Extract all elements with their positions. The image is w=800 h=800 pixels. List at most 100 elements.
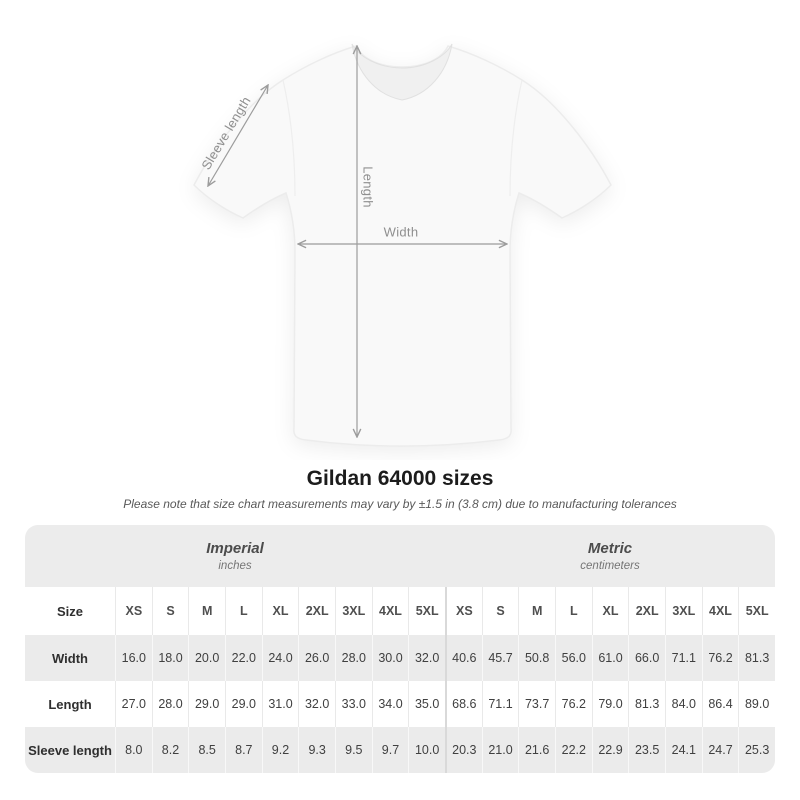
value-cell: 40.6 (445, 635, 482, 681)
size-header-cell: XS (445, 587, 482, 635)
size-table-grid: Size XS S M L XL 2XL 3XL 4XL 5XL XS S M L XL 2XL 3XL 4XL 5… (25, 587, 775, 773)
value-cell: 30.0 (371, 635, 409, 681)
value-cell: 76.2 (701, 635, 739, 681)
value-cell: 27.0 (115, 681, 152, 727)
value-cell: 10.0 (408, 727, 445, 773)
size-row-label: Size (56, 603, 83, 619)
value-cell: 20.3 (445, 727, 482, 773)
value-cell: 89.0 (738, 681, 775, 727)
tshirt-diagram: Sleeve length Length Width (193, 43, 612, 447)
row-label: Length (48, 696, 92, 712)
size-header-cell: 5XL (408, 587, 445, 635)
value-cell: 8.2 (151, 727, 189, 773)
size-header-cell: M (188, 587, 225, 635)
tshirt-collar (351, 43, 453, 101)
size-header-row: Size XS S M L XL 2XL 3XL 4XL 5XL XS S M L XL 2XL 3XL 4XL 5… (25, 587, 775, 635)
value-cell: 20.0 (188, 635, 225, 681)
value-cell: 26.0 (298, 635, 335, 681)
value-cell: 61.0 (591, 635, 629, 681)
value-cell: 18.0 (151, 635, 189, 681)
value-cell: 22.9 (591, 727, 629, 773)
value-cell: 32.0 (408, 635, 445, 681)
value-cell: 21.0 (481, 727, 519, 773)
size-header-cell: 4XL (701, 587, 739, 635)
value-cell: 34.0 (371, 681, 409, 727)
imperial-header: Imperial inches (25, 525, 445, 587)
size-header-cell: S (481, 587, 519, 635)
value-cell: 32.0 (298, 681, 335, 727)
size-table: Imperial inches Metric centimeters Size X… (25, 525, 775, 773)
value-cell: 8.7 (225, 727, 262, 773)
table-row: Sleeve length 8.0 8.2 8.5 8.7 9.2 9.3 9.5 9.7 10.… (25, 727, 775, 773)
size-header-cell: 2XL (298, 587, 335, 635)
value-cell: 35.0 (408, 681, 445, 727)
page-title: Gildan 64000 sizes (306, 467, 494, 490)
value-cell: 50.8 (518, 635, 555, 681)
value-cell: 84.0 (665, 681, 702, 727)
size-header-cell: XL (261, 587, 299, 635)
value-cell: 9.7 (371, 727, 409, 773)
value-cell: 45.7 (481, 635, 519, 681)
value-cell: 86.4 (701, 681, 739, 727)
size-header-cell: XL (591, 587, 629, 635)
size-header-cell: S (151, 587, 189, 635)
value-cell: 8.5 (188, 727, 225, 773)
value-cell: 56.0 (555, 635, 592, 681)
imperial-unit: inches (218, 560, 252, 572)
table-row: Width 16.0 18.0 20.0 22.0 24.0 26.0 28.0 30.0 32.… (25, 635, 775, 681)
value-cell: 22.0 (225, 635, 262, 681)
value-cell: 16.0 (115, 635, 152, 681)
metric-header: Metric centimeters (445, 525, 775, 587)
width-label: Width (383, 224, 419, 240)
value-cell: 28.0 (151, 681, 189, 727)
value-cell: 71.1 (481, 681, 519, 727)
value-cell: 73.7 (518, 681, 555, 727)
row-label: Sleeve length (28, 742, 112, 758)
table-row: Length 27.0 28.0 29.0 29.0 31.0 32.0 33.0 34.0 35… (25, 681, 775, 727)
value-cell: 24.0 (261, 635, 299, 681)
value-cell: 21.6 (518, 727, 555, 773)
value-cell: 79.0 (591, 681, 629, 727)
value-cell: 25.3 (738, 727, 775, 773)
value-cell: 9.2 (261, 727, 299, 773)
size-header-cell: XS (115, 587, 152, 635)
imperial-title: Imperial (206, 540, 264, 557)
value-cell: 22.2 (555, 727, 592, 773)
value-cell: 8.0 (115, 727, 152, 773)
value-cell: 29.0 (188, 681, 225, 727)
row-label: Width (52, 650, 88, 666)
value-cell: 9.3 (298, 727, 335, 773)
tshirt-body (193, 45, 612, 447)
value-cell: 24.7 (701, 727, 739, 773)
value-cell: 23.5 (628, 727, 665, 773)
tshirt-seam-right (509, 79, 523, 197)
value-cell: 81.3 (628, 681, 665, 727)
metric-unit: centimeters (580, 560, 640, 572)
sleeve-length-arrow (208, 85, 268, 186)
value-cell: 33.0 (335, 681, 372, 727)
length-label: Length (360, 166, 376, 208)
size-header-cell: 5XL (738, 587, 775, 635)
value-cell: 24.1 (665, 727, 702, 773)
tolerance-note: Please note that size chart measurements… (123, 497, 677, 511)
size-header-cell: 2XL (628, 587, 665, 635)
units-header-band: Imperial inches Metric centimeters (25, 525, 775, 587)
size-header-cell: L (225, 587, 262, 635)
tshirt-seam-left (282, 79, 296, 197)
value-cell: 71.1 (665, 635, 702, 681)
size-header-cell: 4XL (371, 587, 409, 635)
value-cell: 68.6 (445, 681, 482, 727)
value-cell: 31.0 (261, 681, 299, 727)
size-header-cell: L (555, 587, 592, 635)
value-cell: 66.0 (628, 635, 665, 681)
metric-title: Metric (587, 540, 633, 557)
tshirt-illustration (193, 43, 612, 447)
size-header-cell: 3XL (665, 587, 702, 635)
value-cell: 9.5 (335, 727, 372, 773)
size-header-cell: 3XL (335, 587, 372, 635)
value-cell: 76.2 (555, 681, 592, 727)
value-cell: 28.0 (335, 635, 372, 681)
value-cell: 81.3 (738, 635, 775, 681)
size-header-cell: M (518, 587, 555, 635)
